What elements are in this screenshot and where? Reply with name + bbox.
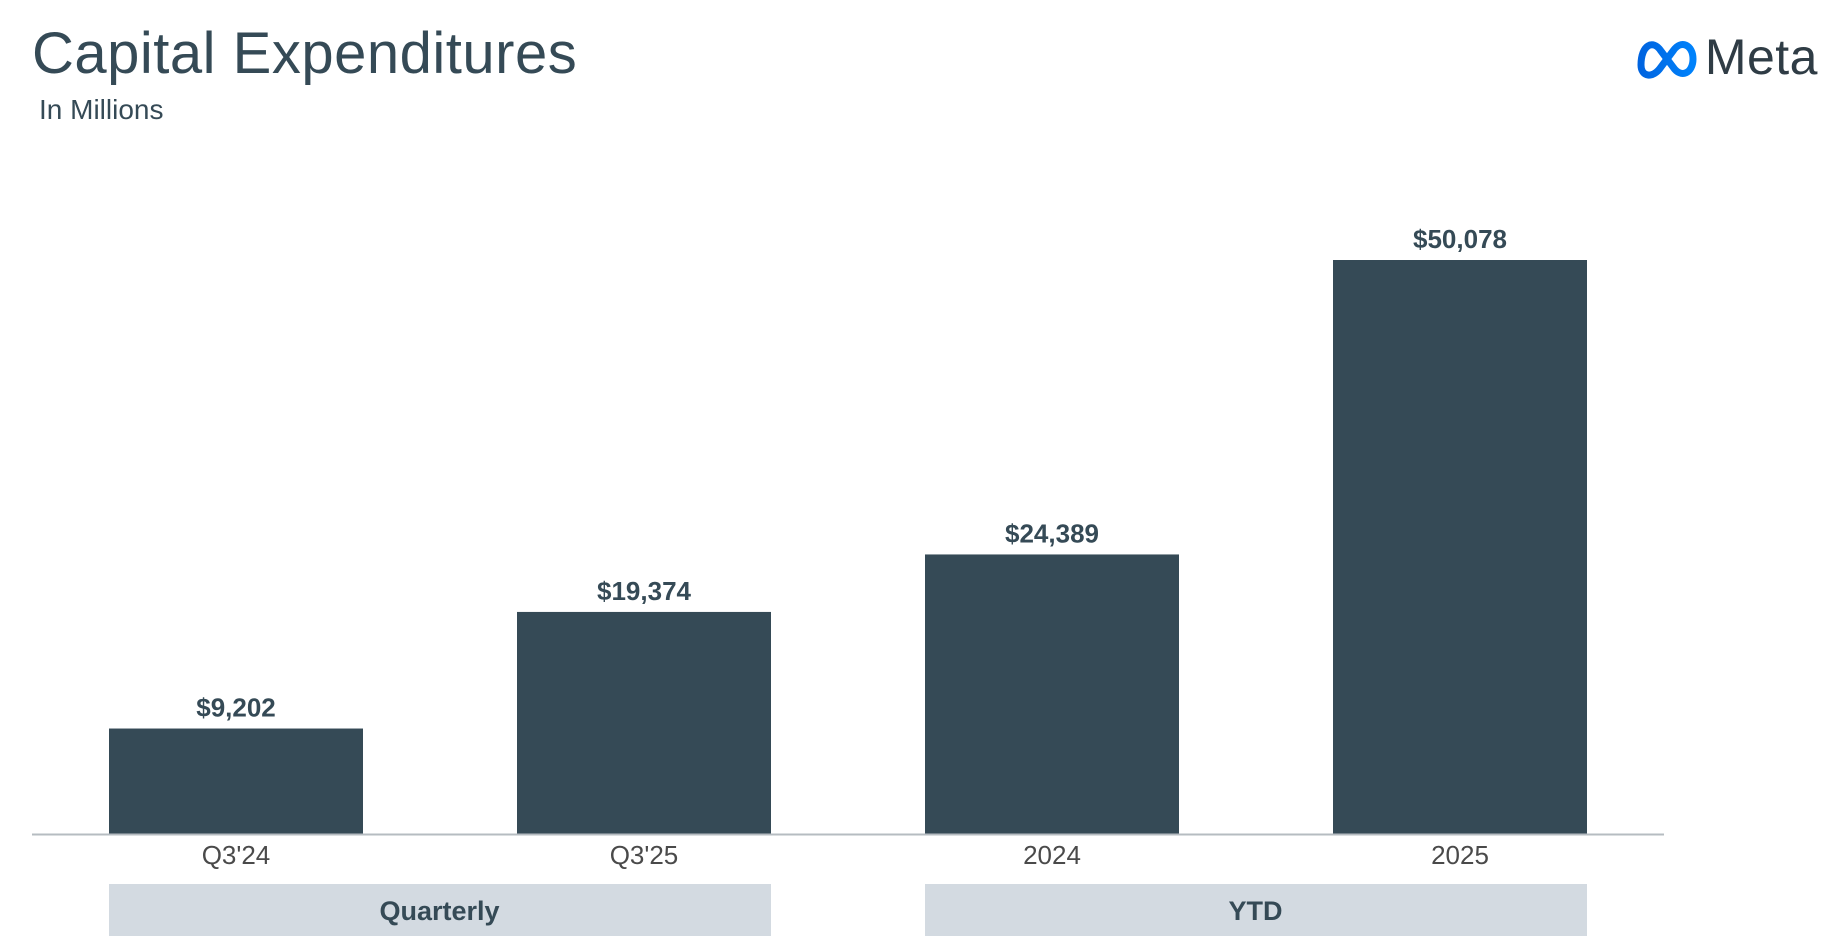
x-tick-label: 2024 bbox=[1023, 840, 1081, 870]
value-label: $24,389 bbox=[1005, 518, 1099, 548]
bar-3 bbox=[925, 554, 1179, 834]
brand-name: Meta bbox=[1704, 29, 1818, 85]
bar-1 bbox=[109, 728, 363, 834]
value-label: $19,374 bbox=[597, 576, 692, 606]
x-tick-label: Q3'25 bbox=[610, 840, 679, 870]
x-tick-label: 2025 bbox=[1431, 840, 1489, 870]
page-title: Capital Expenditures bbox=[32, 21, 578, 86]
bar-4 bbox=[1333, 260, 1587, 834]
value-label: $9,202 bbox=[196, 693, 276, 723]
group-box bbox=[925, 884, 1587, 936]
group-label: YTD bbox=[1229, 896, 1283, 926]
brand-logo: Meta bbox=[1635, 32, 1818, 82]
bar-2 bbox=[517, 611, 771, 834]
group-label: Quarterly bbox=[379, 896, 499, 926]
x-tick-label: Q3'24 bbox=[202, 840, 271, 870]
value-label: $50,078 bbox=[1413, 224, 1507, 254]
group-box bbox=[109, 884, 771, 936]
meta-infinity-logo-icon bbox=[1637, 41, 1697, 79]
page-subtitle: In Millions bbox=[39, 94, 164, 125]
